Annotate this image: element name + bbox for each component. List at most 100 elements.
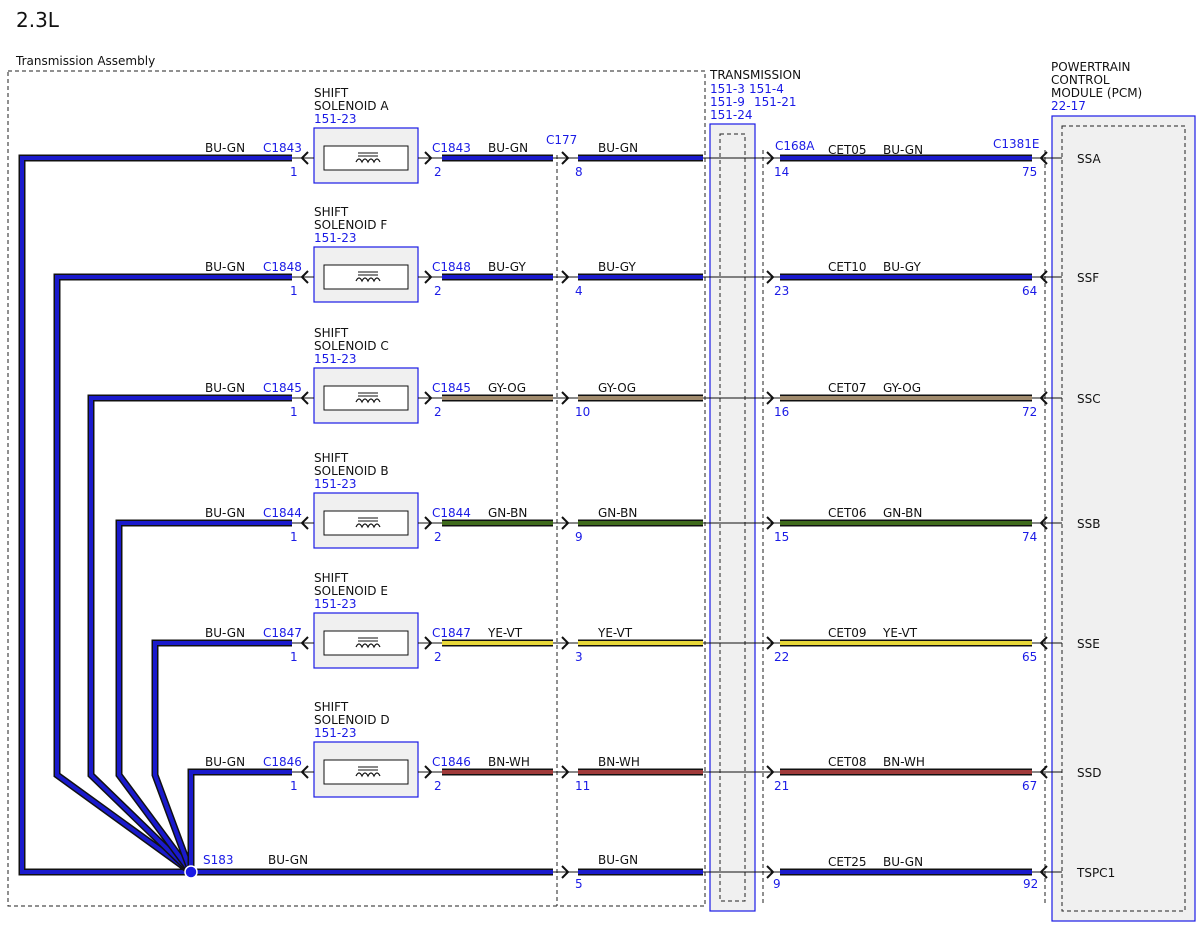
solenoid-ref[interactable]: 151-23 — [314, 477, 357, 491]
coil-icon — [355, 158, 381, 164]
c177-pin[interactable]: 10 — [575, 405, 590, 419]
wire-color-left: YE-VT — [487, 626, 523, 640]
solenoid-title: SHIFT — [314, 205, 349, 219]
left-pin[interactable]: 1 — [290, 530, 298, 544]
coil-icon — [355, 643, 381, 649]
c168a-pin[interactable]: 16 — [774, 405, 789, 419]
solenoid-ref[interactable]: 151-23 — [314, 597, 357, 611]
transmission-ref[interactable]: 151-24 — [710, 108, 753, 122]
left-pin[interactable]: 1 — [290, 284, 298, 298]
connector-chevron — [1039, 151, 1048, 165]
right-connector[interactable]: C1847 — [432, 626, 471, 640]
bottom-c168-pin: 9 — [773, 877, 781, 891]
right-pin[interactable]: 2 — [434, 530, 442, 544]
right-pin[interactable]: 2 — [434, 779, 442, 793]
connector-chevron — [561, 270, 570, 284]
solenoid-name: SOLENOID B — [314, 464, 389, 478]
solenoid-coil-frame — [323, 264, 409, 290]
pcm-pin[interactable]: 67 — [1022, 779, 1037, 793]
solenoid-ref[interactable]: 151-23 — [314, 231, 357, 245]
solenoid-ref[interactable]: 151-23 — [314, 726, 357, 740]
left-pin[interactable]: 1 — [290, 165, 298, 179]
wire-outline — [115, 519, 292, 875]
connector-chevron — [300, 636, 309, 650]
wire-color-left: BU-GN — [488, 141, 528, 155]
connector-chevron — [424, 151, 433, 165]
pcm-signal-label: SSB — [1077, 517, 1100, 531]
left-connector[interactable]: C1844 — [263, 506, 302, 520]
c177-pin[interactable]: 3 — [575, 650, 583, 664]
c168a-pin[interactable]: 22 — [774, 650, 789, 664]
right-connector[interactable]: C1843 — [432, 141, 471, 155]
left-connector[interactable]: C1845 — [263, 381, 302, 395]
pcm-pin[interactable]: 64 — [1022, 284, 1037, 298]
solenoid-name: SOLENOID E — [314, 584, 388, 598]
left-pin[interactable]: 1 — [290, 650, 298, 664]
connector-chevron — [300, 516, 309, 530]
left-connector[interactable]: C1843 — [263, 141, 302, 155]
circuit-id: CET05 — [828, 143, 867, 157]
right-connector[interactable]: C1844 — [432, 506, 471, 520]
left-connector[interactable]: C1847 — [263, 626, 302, 640]
transmission-internal-boundary — [719, 133, 746, 902]
pcm-pin[interactable]: 75 — [1022, 165, 1037, 179]
c177-label[interactable]: C177 — [546, 133, 577, 147]
circuit-id: CET10 — [828, 260, 867, 274]
pcm-component — [1051, 115, 1196, 922]
pcm-internal-boundary — [1061, 125, 1186, 912]
pcm-pin[interactable]: 72 — [1022, 405, 1037, 419]
pcm-pin[interactable]: 74 — [1022, 530, 1037, 544]
c168a-pin[interactable]: 14 — [774, 165, 789, 179]
wire-color-mid: BU-GN — [598, 141, 638, 155]
right-pin[interactable]: 2 — [434, 284, 442, 298]
left-connector[interactable]: C1848 — [263, 260, 302, 274]
wire-color-mid: GY-OG — [598, 381, 636, 395]
wire-fill — [55, 275, 292, 874]
pcm-ref[interactable]: 22-17 — [1051, 99, 1086, 113]
transmission-ref[interactable]: 151-9 — [710, 95, 745, 109]
solenoid-ref[interactable]: 151-23 — [314, 352, 357, 366]
solenoid-ref[interactable]: 151-23 — [314, 112, 357, 126]
right-pin[interactable]: 2 — [434, 405, 442, 419]
left-pin[interactable]: 1 — [290, 779, 298, 793]
solenoid-title: SHIFT — [314, 326, 349, 340]
transmission-ref[interactable]: 151-21 — [754, 95, 797, 109]
splice-node[interactable] — [184, 865, 198, 879]
right-connector[interactable]: C1848 — [432, 260, 471, 274]
pcm-signal-label: SSF — [1077, 271, 1099, 285]
wire-fill — [89, 396, 292, 874]
c177-pin[interactable]: 11 — [575, 779, 590, 793]
c1381e-label[interactable]: C1381E — [993, 137, 1040, 151]
connector-chevron — [424, 270, 433, 284]
c168a-pin[interactable]: 15 — [774, 530, 789, 544]
wire-color-left: GY-OG — [488, 381, 526, 395]
transmission-ref[interactable]: 151-4 — [749, 82, 784, 96]
solenoid-name: SOLENOID C — [314, 339, 389, 353]
c168a-pin[interactable]: 23 — [774, 284, 789, 298]
pcm-signal-label: SSC — [1077, 392, 1101, 406]
bottom-pcm-pin: 92 — [1023, 877, 1038, 891]
coil-icon — [355, 277, 381, 283]
right-connector[interactable]: C1846 — [432, 755, 471, 769]
c177-pin[interactable]: 4 — [575, 284, 583, 298]
bottom-circuit-id: CET25 — [828, 855, 867, 869]
wire-color-right: YE-VT — [882, 626, 918, 640]
left-connector[interactable]: C1846 — [263, 755, 302, 769]
c168a-pin[interactable]: 21 — [774, 779, 789, 793]
c168a-label[interactable]: C168A — [775, 139, 815, 153]
connector-chevron — [1039, 765, 1048, 779]
transmission-ref[interactable]: 151-3 — [710, 82, 745, 96]
c177-pin[interactable]: 8 — [575, 165, 583, 179]
wire-color-left: BU-GY — [488, 260, 526, 274]
pcm-title: POWERTRAIN — [1051, 60, 1131, 74]
pcm-pin[interactable]: 65 — [1022, 650, 1037, 664]
right-pin[interactable]: 2 — [434, 165, 442, 179]
right-pin[interactable]: 2 — [434, 650, 442, 664]
connector-chevron — [766, 865, 775, 879]
c177-pin[interactable]: 9 — [575, 530, 583, 544]
connector-chevron — [300, 270, 309, 284]
left-pin[interactable]: 1 — [290, 405, 298, 419]
splice-label[interactable]: S183 — [203, 853, 234, 867]
right-connector[interactable]: C1845 — [432, 381, 471, 395]
